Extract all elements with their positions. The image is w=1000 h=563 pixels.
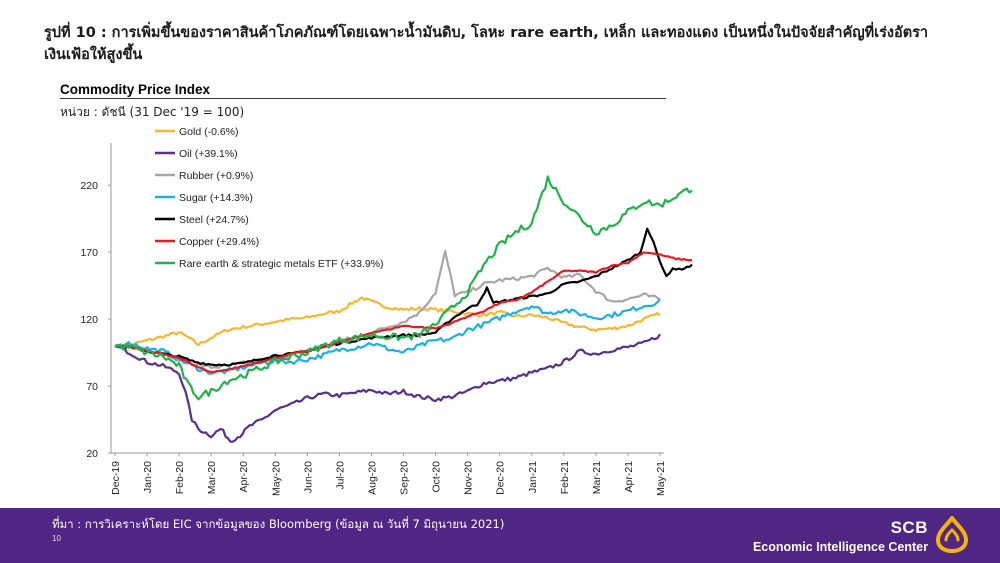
x-tick-label: Oct-20 [431, 461, 443, 493]
y-tick-label: 20 [86, 448, 98, 460]
legend-label: Steel (+24.7%) [179, 214, 249, 226]
x-tick-label: Mar-21 [591, 461, 603, 494]
series-line [114, 175, 693, 401]
figure-title: รูปที่ 10 : การเพิ่มขึ้นของราคาสินค้าโภค… [44, 25, 929, 63]
x-tick-label: Jun-20 [302, 461, 314, 493]
y-tick-label: 170 [80, 247, 98, 259]
x-tick-label: Aug-20 [366, 461, 378, 495]
x-tick-label: Sep-20 [399, 461, 411, 495]
x-tick-label: Apr-20 [238, 461, 250, 493]
x-tick-label: Nov-20 [463, 461, 475, 495]
x-tick-label: May-21 [655, 461, 667, 496]
commodity-line-chart: 20 70 120 170 220 Dec-19 Jan-20 Feb-20 Mar-20 Apr… [80, 126, 693, 496]
x-tick-label: Feb-20 [174, 461, 186, 494]
series-line [114, 333, 661, 443]
scb-logo-icon [936, 516, 968, 553]
x-tick-label: Feb-21 [559, 461, 571, 494]
brand-block: SCB Economic Intelligence Center [753, 518, 928, 554]
brand-name: SCB [890, 518, 928, 537]
x-tick-label: May-20 [270, 461, 282, 496]
legend-label: Copper (+29.4%) [179, 236, 259, 248]
chart-header: Commodity Price Index หน่วย : ดัชนี (31 … [60, 82, 666, 122]
x-tick-label: Dec-20 [495, 461, 507, 495]
y-tick-label: 220 [80, 180, 98, 192]
y-tick-label: 70 [86, 381, 98, 393]
y-unit-label: หน่วย : ดัชนี (31 Dec '19 = 100) [60, 105, 245, 119]
source-note: ที่มา : การวิเคราะห์โดย EIC จากข้อมูลของ… [52, 517, 505, 531]
x-tick-label: Jan-21 [527, 461, 539, 493]
y-tick-label: 120 [80, 314, 98, 326]
legend-label: Oil (+39.1%) [179, 148, 238, 160]
series-line [114, 227, 693, 367]
series-line [114, 251, 693, 374]
legend-label: Sugar (+14.3%) [179, 192, 253, 204]
legend-label: Gold (-0.6%) [179, 126, 239, 138]
chart-title: Commodity Price Index [60, 82, 666, 99]
x-tick-label: Jan-20 [142, 461, 154, 493]
page-number: 10 [52, 534, 61, 543]
legend-label: Rubber (+0.9%) [179, 170, 253, 182]
brand-subtitle: Economic Intelligence Center [752, 540, 928, 554]
x-tick-label: Mar-20 [206, 461, 218, 494]
series-line [114, 296, 661, 349]
legend-label: Rare earth & strategic metals ETF (+33.9… [179, 258, 384, 270]
footer-bar: ที่มา : การวิเคราะห์โดย EIC จากข้อมูลของ… [0, 508, 1000, 563]
x-tick-label: Apr-21 [623, 461, 635, 493]
x-tick-label: Jul-20 [334, 461, 346, 490]
x-tick-label: Dec-19 [110, 461, 122, 495]
